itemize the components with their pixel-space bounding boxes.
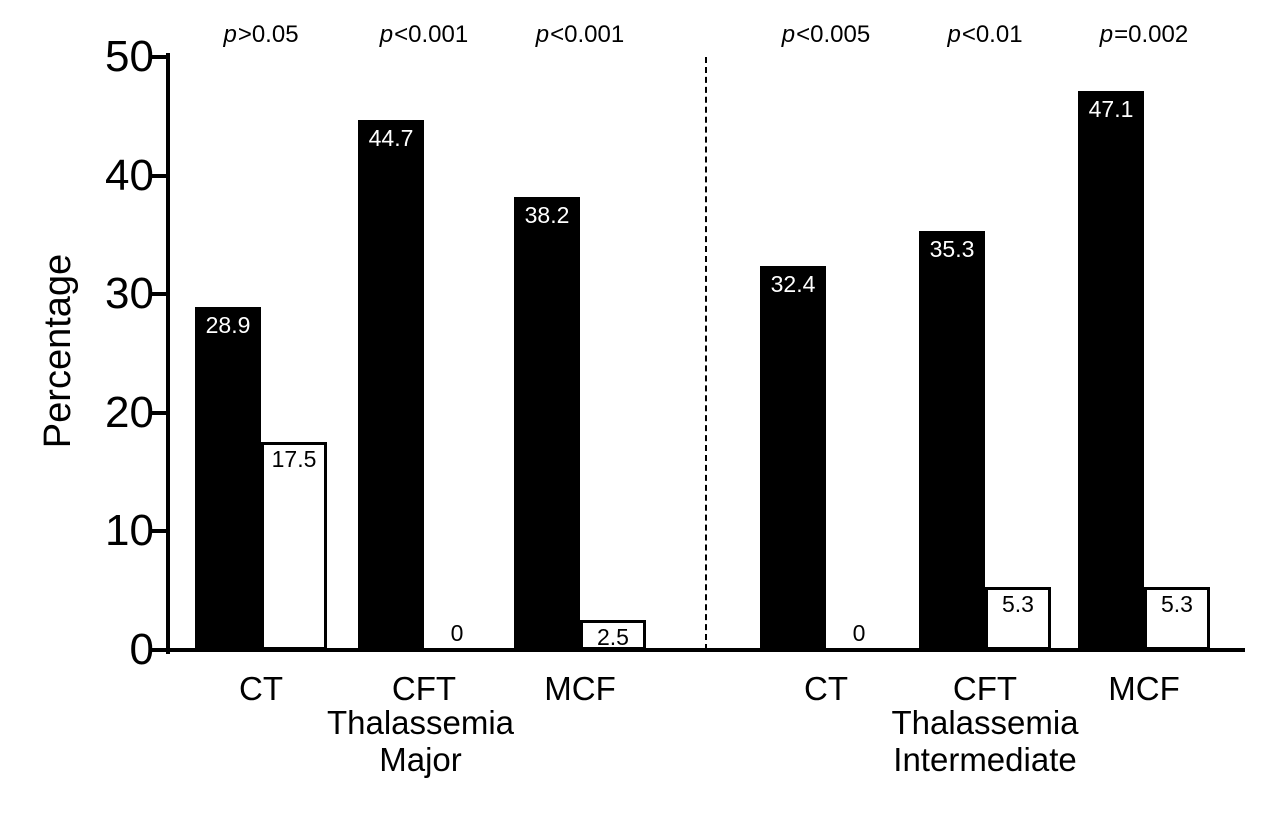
separator-line bbox=[705, 57, 707, 650]
p-comparison: <0.01 bbox=[961, 21, 1023, 48]
y-tick-mark bbox=[152, 55, 170, 59]
p-comparison: <0.001 bbox=[394, 21, 469, 48]
p-value-label: p=0.002 bbox=[1054, 21, 1234, 49]
category-label: CFT bbox=[952, 670, 1018, 707]
p-value-label: p<0.005 bbox=[736, 21, 916, 49]
category-label: MCF bbox=[544, 670, 616, 707]
y-tick-label: 50 bbox=[105, 32, 154, 81]
value-label: 47.1 bbox=[1088, 96, 1134, 123]
p-value-label: p<0.001 bbox=[334, 21, 514, 49]
white-bar bbox=[261, 442, 327, 650]
p-comparison: =0.002 bbox=[1114, 21, 1189, 48]
value-label: 5.3 bbox=[1002, 591, 1034, 618]
category-label: CT bbox=[239, 670, 283, 707]
y-tick-mark bbox=[152, 648, 170, 652]
p-comparison: >0.05 bbox=[237, 21, 299, 48]
p-symbol: p bbox=[1099, 21, 1114, 48]
p-symbol: p bbox=[781, 21, 796, 48]
value-label: 38.2 bbox=[524, 201, 570, 228]
black-bar bbox=[1078, 91, 1144, 650]
value-label: 0 bbox=[852, 620, 866, 646]
value-label: 0 bbox=[450, 620, 464, 646]
white-bar bbox=[1144, 587, 1210, 650]
p-comparison: <0.001 bbox=[550, 21, 625, 48]
y-tick-mark bbox=[152, 410, 170, 415]
black-bar bbox=[358, 119, 424, 650]
group-label-line: Thalassemia bbox=[326, 704, 515, 741]
value-label: 5.3 bbox=[1161, 591, 1193, 618]
plot-area: 0 10 20 30 40 50 28.9 17.5 CT p>0.05 44.7 0 CFT p<0.0… bbox=[105, 21, 1245, 778]
group-label-line: Intermediate bbox=[893, 741, 1077, 778]
y-tick-mark bbox=[152, 173, 170, 178]
y-tick-label: 40 bbox=[105, 150, 154, 200]
category-label: CFT bbox=[391, 670, 457, 707]
value-label: 17.5 bbox=[271, 446, 317, 473]
black-bar bbox=[760, 265, 826, 650]
group-label-line: Major bbox=[379, 741, 462, 778]
y-tick-label: 20 bbox=[105, 387, 154, 437]
black-bar bbox=[919, 231, 985, 650]
value-label: 32.4 bbox=[770, 270, 816, 297]
category-label: CT bbox=[804, 670, 848, 707]
group-label: Thalassemia Intermediate bbox=[815, 704, 1155, 778]
group-label-line: Thalassemia bbox=[891, 704, 1079, 741]
y-tick-mark bbox=[152, 292, 170, 297]
p-value-label: p<0.001 bbox=[490, 21, 670, 49]
y-tick-label: 30 bbox=[105, 269, 154, 319]
y-axis-title: Percentage bbox=[37, 253, 79, 449]
white-bar bbox=[985, 587, 1051, 650]
value-label: 44.7 bbox=[368, 124, 414, 151]
y-tick-mark bbox=[152, 529, 170, 534]
p-value-label: p<0.01 bbox=[895, 21, 1075, 49]
y-axis-line bbox=[166, 53, 170, 654]
p-symbol: p bbox=[947, 21, 961, 48]
value-label: 28.9 bbox=[205, 312, 251, 339]
y-tick-label: 0 bbox=[129, 625, 154, 674]
p-symbol: p bbox=[535, 21, 550, 48]
p-comparison: <0.005 bbox=[796, 21, 871, 48]
black-bar bbox=[514, 196, 580, 650]
y-tick-label: 10 bbox=[105, 506, 154, 556]
category-label: MCF bbox=[1108, 670, 1180, 707]
black-bar bbox=[195, 307, 261, 650]
x-axis-line bbox=[166, 648, 1245, 652]
value-label: 35.3 bbox=[929, 236, 975, 263]
value-label: 2.5 bbox=[597, 624, 629, 651]
white-bar bbox=[580, 620, 646, 650]
p-value-label: p>0.05 bbox=[171, 21, 351, 49]
p-symbol: p bbox=[379, 21, 394, 48]
group-label: Thalassemia Major bbox=[251, 704, 591, 778]
p-symbol: p bbox=[223, 21, 237, 48]
